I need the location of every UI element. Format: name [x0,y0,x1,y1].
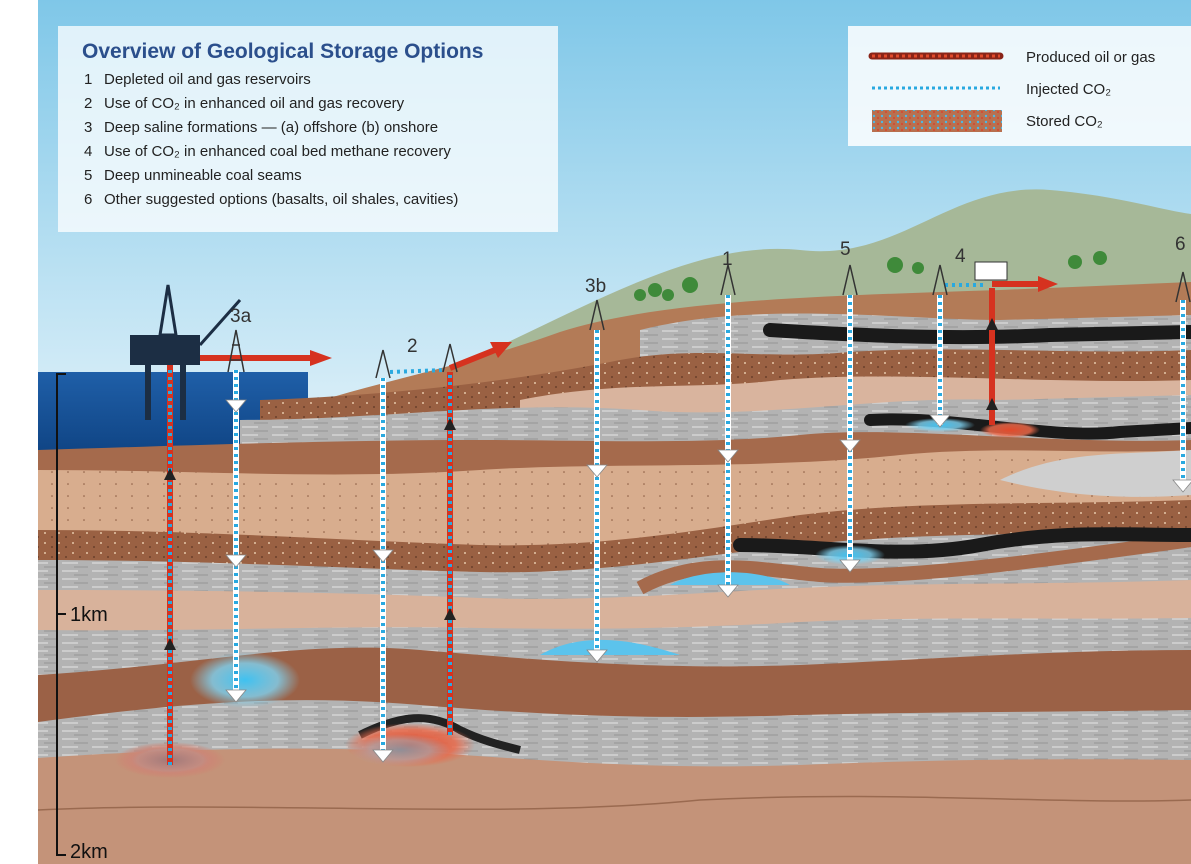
option-label: Deep saline formations — (a) offshore (b… [104,119,438,136]
legend-label: Injected CO₂ [1026,81,1111,98]
strata [37,282,1191,864]
title-box: Overview of Geological Storage Options 1… [58,26,558,232]
wells [164,276,1191,765]
option-label: Deep unmineable coal seams [104,167,302,184]
scale-label: 2km [70,841,108,863]
site-label: 2 [407,336,418,357]
option-label: Other suggested options (basalts, oil sh… [104,191,458,208]
option-number: 3 [84,119,92,136]
depth-scale: 1km 2km [56,373,108,863]
title: Overview of Geological Storage Options [82,40,483,63]
option-number: 5 [84,167,92,184]
platform [130,284,242,420]
legend: Produced oil or gas Injected CO₂ Stored … [848,26,1191,146]
plant [974,261,1008,281]
trees [634,251,1107,301]
site-label: 1 [722,249,733,270]
site-label: 5 [840,239,851,260]
option-label: Use of CO₂ in enhanced coal bed methane … [104,143,451,160]
option-number: 4 [84,143,92,160]
site-label: 4 [955,246,966,267]
site-labels: 3a 2 3b 1 5 4 6 [230,234,1186,357]
site-label: 3b [585,276,606,297]
legend-label: Stored CO₂ [1026,113,1103,130]
scale-label: 1km [70,604,108,626]
option-label: Use of CO₂ in enhanced oil and gas recov… [104,95,405,112]
derricks [227,264,1191,379]
option-label: Depleted oil and gas reservoirs [104,71,311,88]
site-label: 6 [1175,234,1186,255]
legend-label: Produced oil or gas [1026,49,1155,66]
option-number: 6 [84,191,92,208]
option-number: 1 [84,71,92,88]
option-number: 2 [84,95,92,112]
site-label: 3a [230,306,252,327]
margin [0,0,38,864]
